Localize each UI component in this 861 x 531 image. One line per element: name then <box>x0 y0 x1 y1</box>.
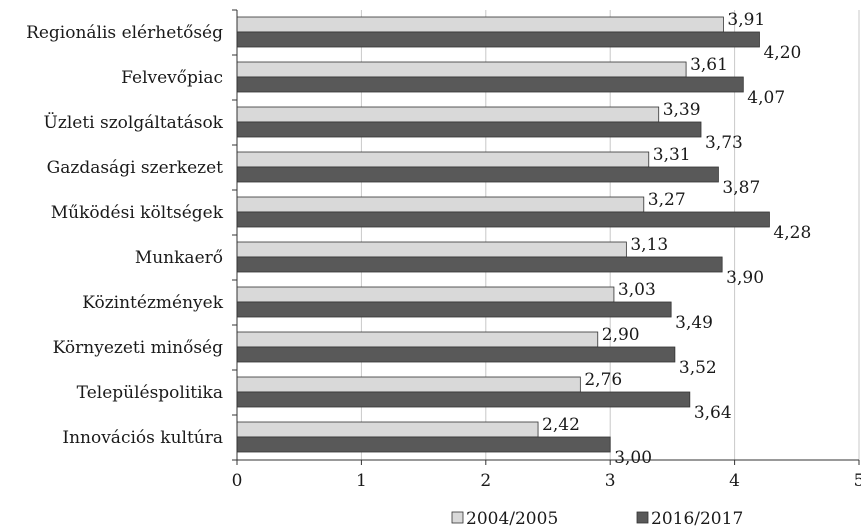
legend-label: 2004/2005 <box>466 509 558 529</box>
category-label: Környezeti minőség <box>53 338 223 358</box>
bar-series1 <box>236 16 724 33</box>
bar-series2 <box>236 256 723 273</box>
data-label: 3,03 <box>618 280 656 300</box>
bar-series2 <box>236 346 676 363</box>
x-tick-label: 0 <box>232 471 243 491</box>
data-label: 3,39 <box>663 100 701 120</box>
data-label: 3,52 <box>679 358 717 378</box>
bar-series1 <box>236 286 615 303</box>
data-label: 3,64 <box>694 403 732 423</box>
x-tick-label: 3 <box>605 471 616 491</box>
data-label: 4,20 <box>763 43 801 63</box>
labels: 3,91 4,20 Regionális elérhetőség 3,61 4,07 Fe… <box>26 10 861 491</box>
bar-series2 <box>236 31 760 48</box>
data-label: 3,90 <box>726 268 764 288</box>
category-label: Közintézmények <box>82 293 223 313</box>
category-label: Innovációs kultúra <box>62 428 223 448</box>
bar-series1 <box>236 421 539 438</box>
bar-series2 <box>236 436 611 453</box>
data-label: 3,73 <box>705 133 743 153</box>
bar-series1 <box>236 151 650 168</box>
data-label: 3,91 <box>727 10 765 30</box>
data-label: 3,49 <box>675 313 713 333</box>
bar-series2 <box>236 391 691 408</box>
bar-series1 <box>236 376 581 393</box>
bar-series1 <box>236 106 660 123</box>
category-label: Gazdasági szerkezet <box>47 158 224 178</box>
category-label: Működési költségek <box>51 203 224 223</box>
data-label: 4,28 <box>773 223 811 243</box>
data-label: 3,00 <box>614 448 652 468</box>
x-tick-label: 5 <box>854 471 861 491</box>
bar-series2 <box>236 301 672 318</box>
data-label: 3,31 <box>653 145 691 165</box>
x-tick-label: 2 <box>480 471 491 491</box>
bar-series1 <box>236 196 645 213</box>
data-label: 4,07 <box>747 88 785 108</box>
category-label: Üzleti szolgáltatások <box>44 112 224 133</box>
axes <box>232 9 860 465</box>
bar-series2 <box>236 211 770 228</box>
data-label: 3,61 <box>690 55 728 75</box>
bar-series1 <box>236 331 599 348</box>
category-label: Felvevőpiac <box>121 68 223 88</box>
data-label: 3,87 <box>722 178 760 198</box>
bar-series2 <box>236 76 744 93</box>
bar-series1 <box>236 61 687 78</box>
bar-series2 <box>236 166 719 183</box>
category-label: Munkaerő <box>135 248 223 268</box>
bar-series2 <box>236 121 702 138</box>
x-tick-label: 1 <box>356 471 367 491</box>
x-tick-label: 4 <box>729 471 740 491</box>
bar-series1 <box>236 241 627 258</box>
legend-swatch <box>451 511 464 524</box>
data-label: 2,42 <box>542 415 580 435</box>
data-label: 3,27 <box>648 190 686 210</box>
category-label: Településpolitika <box>77 383 223 403</box>
legend: 2004/2005 2016/2017 <box>451 509 743 529</box>
data-label: 2,76 <box>584 370 622 390</box>
bars <box>236 16 770 453</box>
legend-label: 2016/2017 <box>651 509 743 529</box>
legend-swatch <box>636 511 649 524</box>
data-label: 3,13 <box>630 235 668 255</box>
data-label: 2,90 <box>602 325 640 345</box>
category-label: Regionális elérhetőség <box>26 23 223 43</box>
